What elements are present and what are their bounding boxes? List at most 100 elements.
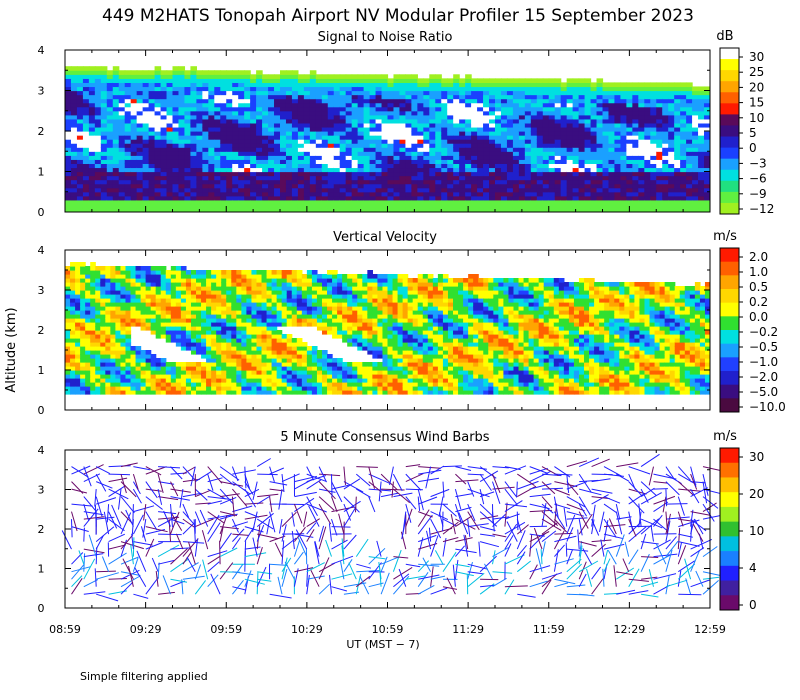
colorbar-label: −0.2	[749, 325, 778, 339]
wind-barb	[343, 503, 352, 521]
wind-barb	[677, 527, 681, 550]
wind-barb	[186, 556, 196, 572]
wind-barb	[306, 496, 318, 516]
wind-barb	[653, 518, 667, 531]
wind-barb	[381, 492, 399, 498]
colorbar-label: −3	[749, 156, 767, 170]
wind-barb	[578, 545, 583, 565]
wind-barb	[541, 573, 558, 588]
wind-barb	[665, 536, 677, 550]
wind-barb	[405, 473, 424, 483]
wind-barb	[641, 541, 659, 545]
wind-barb	[142, 519, 147, 538]
wind-barb	[582, 548, 593, 565]
wind-barb	[578, 473, 592, 493]
wind-barb	[418, 543, 438, 550]
wind-barb	[492, 533, 507, 538]
wind-barb	[579, 541, 597, 547]
colorbar-label: 0.5	[749, 280, 768, 294]
wind-barb	[343, 559, 353, 572]
wind-barb	[170, 504, 173, 528]
wind-barb	[455, 466, 472, 471]
wind-barb	[108, 578, 127, 580]
wind-barb	[132, 473, 139, 490]
colorbar-swatch	[720, 202, 739, 215]
wind-barb	[586, 568, 593, 587]
colorbar-swatch	[720, 506, 739, 523]
wind-barb	[628, 511, 634, 532]
wind-barb	[83, 516, 105, 520]
wind-barb	[256, 458, 271, 468]
wind-barb	[603, 543, 625, 550]
wind-barb	[136, 550, 147, 572]
wind-barb	[529, 531, 550, 543]
wind-barb	[690, 547, 705, 558]
wind-barb	[405, 496, 417, 510]
wind-barb	[207, 466, 223, 484]
wind-barb	[702, 571, 722, 577]
wind-barb	[479, 555, 497, 573]
wind-barb	[702, 576, 720, 580]
wind-barb	[624, 541, 630, 557]
wind-barb	[690, 550, 700, 572]
y-axis-label: Altitude (km)	[4, 307, 19, 392]
wind-barb	[455, 493, 473, 498]
x-axis-ticks	[64, 50, 711, 212]
wind-barb	[244, 502, 264, 505]
wind-barb	[418, 534, 437, 543]
wind-barb	[71, 465, 91, 475]
wind-barb	[182, 522, 195, 535]
wind-barb	[566, 558, 582, 573]
wind-barb	[83, 464, 104, 475]
wind-barb	[591, 566, 602, 580]
wind-barb	[628, 493, 644, 505]
colorbar-label: −10.0	[749, 400, 786, 414]
wind-barb	[194, 538, 199, 557]
wind-barb	[83, 503, 90, 521]
wind-barb	[71, 566, 91, 573]
wind-barb	[281, 474, 285, 493]
wind-barb	[170, 511, 180, 535]
x-tick-label: 09:59	[210, 623, 242, 636]
wind-barb	[219, 466, 240, 481]
wind-barb	[566, 527, 574, 542]
wind-barb	[168, 519, 171, 542]
wind-barbs	[61, 453, 726, 602]
wind-barb	[306, 574, 310, 595]
wind-barb	[665, 503, 688, 505]
wind-barb	[341, 545, 345, 565]
wind-barb	[306, 518, 320, 528]
wind-barb	[170, 547, 191, 550]
wind-barb	[134, 567, 147, 587]
wind-barb	[678, 541, 700, 547]
wind-barb	[702, 466, 721, 471]
wind-barb	[244, 488, 257, 508]
wind-barb	[343, 534, 357, 550]
wind-barb	[108, 552, 127, 565]
wind-barb	[638, 503, 642, 527]
y-tick-label: 0	[38, 602, 45, 615]
wind-barb	[130, 544, 134, 565]
wind-barb	[162, 575, 171, 595]
wind-barb	[442, 481, 445, 498]
y-tick-label: 3	[38, 284, 45, 297]
wind-barb	[132, 514, 144, 535]
wind-barb	[71, 503, 93, 507]
wind-barb	[402, 511, 407, 535]
colorbar-swatch	[720, 48, 739, 60]
wind-barb	[78, 550, 85, 565]
wind-barb	[554, 558, 574, 565]
wind-barb	[207, 561, 220, 573]
wind-barb	[252, 511, 258, 533]
wind-barb	[430, 518, 442, 539]
wind-barb	[578, 496, 591, 516]
wind-barb	[554, 473, 573, 476]
wind-barb	[120, 462, 138, 468]
wind-barb	[244, 552, 267, 558]
wind-barb	[418, 466, 441, 469]
wind-barb	[452, 564, 456, 587]
wind-barb	[231, 496, 235, 517]
wind-barb	[430, 587, 448, 595]
wind-barb	[368, 466, 375, 489]
colorbar-label: 10	[749, 111, 764, 125]
